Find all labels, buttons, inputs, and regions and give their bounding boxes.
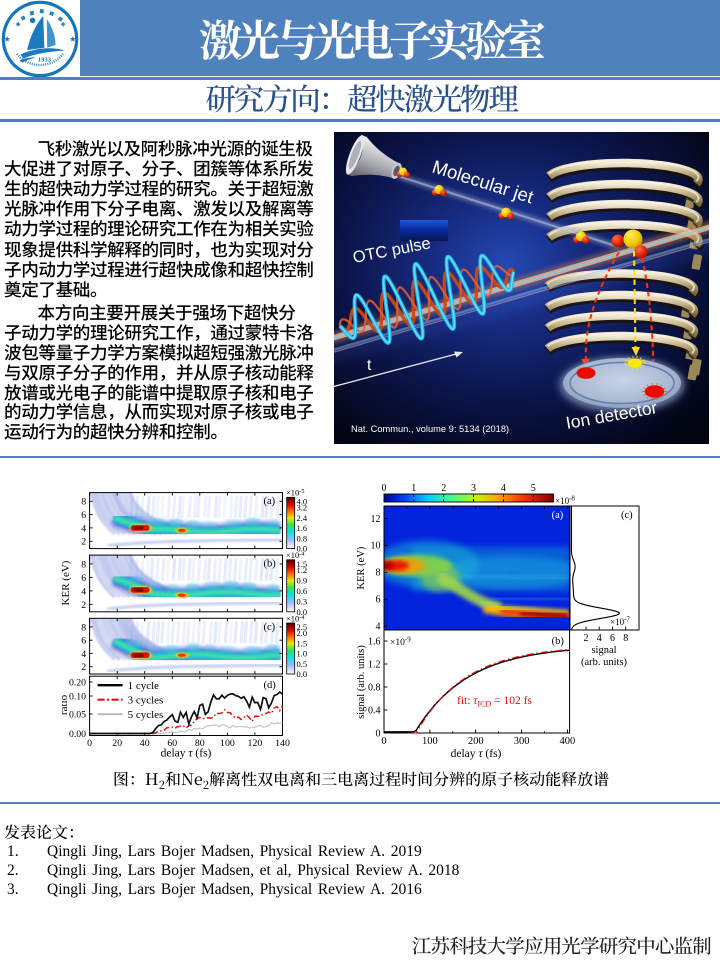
svg-text:(d): (d)	[264, 680, 277, 691]
svg-text:0.0: 0.0	[297, 544, 308, 554]
svg-text:KER (eV): KER (eV)	[62, 560, 72, 605]
svg-text:1.6: 1.6	[368, 636, 381, 647]
svg-text:0.3: 0.3	[297, 596, 308, 606]
svg-text:×10-5: ×10-5	[286, 488, 305, 498]
svg-text:0: 0	[87, 738, 92, 749]
svg-text:(b): (b)	[264, 559, 277, 570]
svg-text:1.0: 1.0	[297, 649, 308, 659]
svg-text:400: 400	[560, 736, 576, 747]
svg-text:10: 10	[371, 541, 381, 552]
svg-text:1933: 1933	[38, 57, 52, 64]
svg-text:40: 40	[140, 738, 150, 749]
svg-text:80: 80	[195, 738, 205, 749]
svg-text:5: 5	[531, 483, 536, 494]
svg-text:1.5: 1.5	[297, 559, 308, 569]
svg-text:4: 4	[376, 621, 381, 632]
svg-text:0: 0	[376, 728, 381, 739]
svg-text:2: 2	[584, 633, 589, 644]
svg-text:2: 2	[81, 537, 86, 548]
svg-text:8: 8	[623, 633, 628, 644]
svg-text:1.2: 1.2	[297, 565, 308, 575]
svg-text:200: 200	[468, 736, 484, 747]
svg-text:3 cycles: 3 cycles	[128, 695, 164, 707]
svg-text:(c): (c)	[621, 510, 633, 521]
svg-text:5 cycles: 5 cycles	[128, 709, 164, 721]
svg-text:1 cycle: 1 cycle	[128, 680, 160, 692]
svg-text:12: 12	[371, 514, 381, 525]
svg-text:KER (eV): KER (eV)	[356, 546, 367, 589]
svg-text:t: t	[367, 357, 372, 374]
svg-text:×10-8: ×10-8	[555, 495, 575, 507]
svg-text:300: 300	[514, 736, 530, 747]
svg-text:2.0: 2.0	[297, 628, 308, 638]
svg-text:1: 1	[411, 483, 416, 494]
svg-text:4: 4	[81, 586, 86, 597]
svg-text:0.9: 0.9	[297, 576, 308, 586]
svg-text:delay τ (fs): delay τ (fs)	[161, 748, 212, 760]
svg-text:2.4: 2.4	[297, 513, 308, 523]
svg-text:1.6: 1.6	[297, 523, 308, 533]
svg-text:0.6: 0.6	[297, 586, 308, 596]
svg-text:0: 0	[381, 736, 386, 747]
svg-text:4: 4	[81, 649, 86, 660]
svg-text:2: 2	[441, 483, 446, 494]
svg-text:×10-4: ×10-4	[286, 550, 305, 560]
svg-text:3: 3	[471, 483, 476, 494]
svg-text:4.0: 4.0	[297, 496, 308, 506]
svg-text:0.05: 0.05	[69, 709, 86, 720]
svg-text:signal (arb. units): signal (arb. units)	[356, 645, 367, 719]
svg-text:0.8: 0.8	[368, 682, 381, 693]
svg-text:×10-7: ×10-7	[610, 616, 630, 628]
svg-text:0.20: 0.20	[69, 677, 86, 688]
svg-text:0.5: 0.5	[297, 659, 308, 669]
svg-text:fit: τICD = 102 fs: fit: τICD = 102 fs	[457, 695, 532, 709]
svg-text:60: 60	[167, 738, 177, 749]
svg-text:4: 4	[501, 483, 506, 494]
svg-text:6: 6	[610, 633, 615, 644]
svg-text:(b): (b)	[552, 636, 565, 647]
svg-text:2: 2	[81, 600, 86, 611]
svg-text:140: 140	[275, 738, 290, 749]
svg-text:100: 100	[220, 738, 235, 749]
svg-text:0: 0	[382, 483, 387, 494]
svg-text:100: 100	[422, 736, 438, 747]
svg-text:120: 120	[248, 738, 263, 749]
svg-text:0.4: 0.4	[368, 705, 381, 716]
svg-text:8: 8	[81, 497, 86, 508]
svg-text:(arb. units): (arb. units)	[581, 657, 628, 668]
svg-text:6: 6	[81, 636, 86, 647]
svg-text:4: 4	[597, 633, 602, 644]
svg-text:0.00: 0.00	[69, 729, 86, 740]
svg-text:(c): (c)	[264, 622, 276, 633]
svg-text:0.0: 0.0	[297, 669, 308, 679]
svg-text:8: 8	[81, 559, 86, 570]
svg-text:ratio: ratio	[62, 694, 70, 715]
svg-text:0.8: 0.8	[297, 533, 308, 543]
svg-text:2.5: 2.5	[297, 622, 308, 632]
svg-text:0.0: 0.0	[297, 607, 308, 617]
svg-text:6: 6	[81, 573, 86, 584]
svg-text:20: 20	[112, 738, 122, 749]
svg-text:8: 8	[81, 622, 86, 633]
svg-text:6: 6	[81, 510, 86, 521]
svg-text:1.2: 1.2	[368, 659, 381, 670]
svg-text:signal: signal	[591, 645, 616, 656]
svg-text:4: 4	[81, 523, 86, 534]
svg-text:0.10: 0.10	[69, 691, 86, 702]
svg-text:delay τ (fs): delay τ (fs)	[451, 748, 502, 760]
svg-text:6: 6	[376, 595, 381, 606]
svg-text:3.2: 3.2	[297, 503, 308, 513]
svg-text:1.5: 1.5	[297, 638, 308, 648]
svg-text:(a): (a)	[552, 510, 564, 521]
svg-text:×10-4: ×10-4	[286, 613, 305, 623]
svg-text:2: 2	[81, 662, 86, 673]
svg-text:Nat. Commun., volume 9: 5134 (: Nat. Commun., volume 9: 5134 (2018)	[351, 424, 509, 434]
svg-text:8: 8	[376, 568, 381, 579]
svg-text:(a): (a)	[264, 496, 276, 507]
